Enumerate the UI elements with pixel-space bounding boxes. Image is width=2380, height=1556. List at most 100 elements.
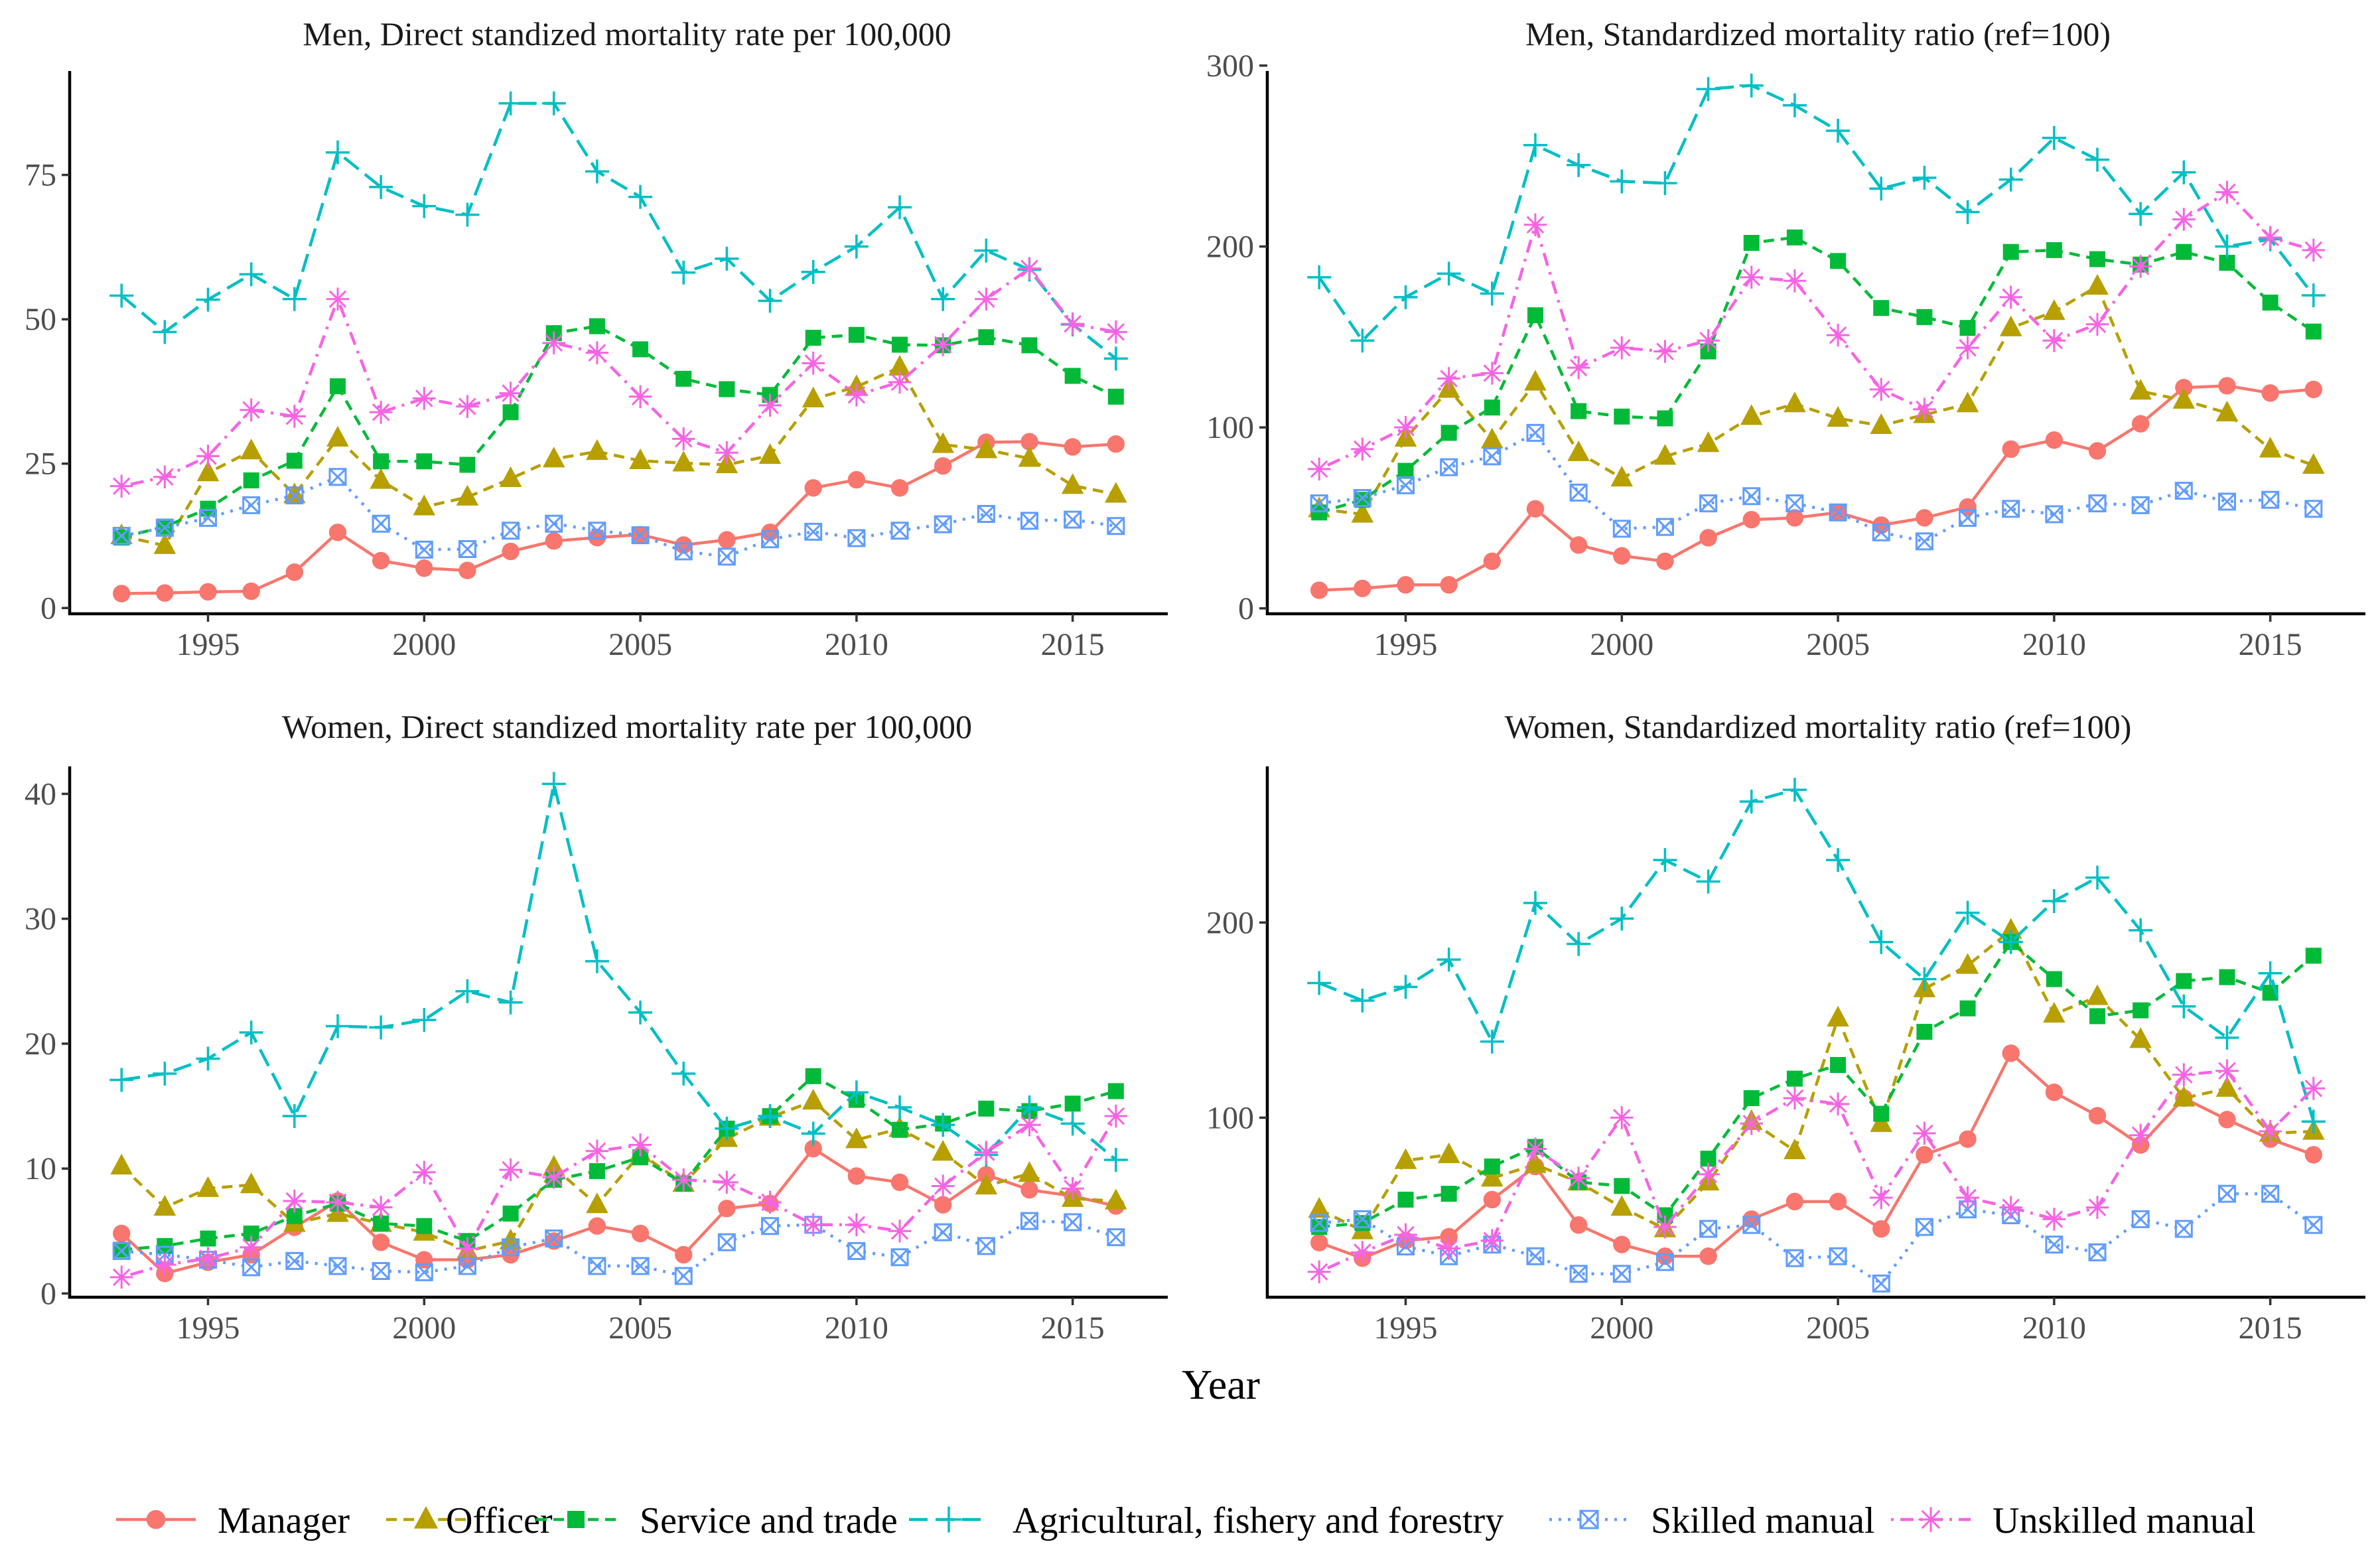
- series-officer: [1308, 918, 2325, 1239]
- series-officer: [1308, 273, 2325, 523]
- y-tick-label: 200: [1206, 229, 1254, 264]
- series-agricultural-fishery-and-forestry: [109, 91, 1128, 371]
- chart-panels: Men, Direct standized mortality rate per…: [25, 15, 2365, 1346]
- data-point: [1104, 320, 1128, 344]
- data-point: [282, 287, 307, 311]
- data-point: [541, 772, 566, 796]
- x-tick-label: 2015: [2239, 1310, 2302, 1346]
- data-point: [1311, 504, 1328, 521]
- data-point: [589, 318, 605, 334]
- series-skilled-manual: [112, 468, 1125, 566]
- data-point: [455, 202, 480, 227]
- x-tick-label: 2000: [392, 627, 456, 662]
- data-point: [1436, 261, 1461, 286]
- data-point: [2215, 400, 2239, 421]
- data-point: [1483, 1190, 1502, 1209]
- data-point: [890, 479, 909, 497]
- data-point: [717, 1233, 736, 1251]
- data-point: [2129, 1123, 2152, 1147]
- data-point: [1526, 1247, 1545, 1265]
- data-point: [1351, 437, 1374, 461]
- data-point: [758, 1190, 782, 1214]
- data-point: [2176, 244, 2192, 260]
- series-line: [1318, 431, 2314, 543]
- data-point: [2172, 208, 2196, 231]
- series-line: [121, 324, 1117, 539]
- data-point: [631, 1224, 650, 1243]
- data-point: [1916, 1146, 1933, 1164]
- x-tick-label: 2015: [1041, 1310, 1105, 1346]
- series-officer: [110, 1088, 1127, 1259]
- data-point: [1394, 1223, 1417, 1247]
- data-point: [715, 246, 739, 271]
- data-point: [1869, 930, 1894, 954]
- data-point: [1826, 323, 1850, 347]
- data-point: [1740, 265, 1764, 289]
- data-point: [586, 1192, 608, 1214]
- data-point: [2131, 415, 2150, 433]
- data-point: [239, 1020, 263, 1044]
- data-point: [239, 262, 263, 287]
- data-point: [112, 1224, 131, 1243]
- data-point: [1999, 315, 2022, 336]
- data-point: [1912, 165, 1937, 190]
- data-point: [1061, 1176, 1084, 1200]
- data-point: [2133, 1002, 2149, 1019]
- data-point: [2174, 1220, 2193, 1238]
- data-point: [2085, 1196, 2109, 1219]
- data-point: [1742, 1216, 1761, 1234]
- data-point: [2085, 313, 2109, 336]
- data-point: [1915, 532, 1933, 551]
- data-point: [109, 1265, 133, 1289]
- data-point: [802, 386, 825, 407]
- data-point: [1785, 509, 1804, 527]
- data-point: [2043, 299, 2065, 320]
- legend-item-manager: Manager: [116, 1500, 350, 1541]
- data-point: [326, 1190, 350, 1214]
- data-point: [2172, 388, 2196, 409]
- x-tick-label: 2015: [2239, 627, 2302, 662]
- data-point: [1829, 1247, 1847, 1265]
- data-point: [1830, 1057, 1847, 1073]
- data-point: [1656, 552, 1674, 571]
- data-point: [196, 287, 220, 312]
- data-point: [416, 453, 433, 470]
- y-tick-label: 100: [1206, 1100, 1254, 1135]
- x-tick-label: 2005: [1806, 627, 1870, 662]
- y-tick-label: 50: [25, 302, 56, 337]
- data-point: [845, 1213, 869, 1237]
- x-tick-label: 2010: [825, 627, 888, 662]
- data-point: [2262, 295, 2278, 311]
- data-point: [1610, 336, 1634, 360]
- data-point: [1699, 1220, 1718, 1238]
- data-point: [718, 1200, 736, 1218]
- series-unskilled-manual: [1307, 1059, 2326, 1284]
- legend-key-marker: [567, 1511, 585, 1528]
- data-point: [2215, 180, 2239, 204]
- data-point: [1830, 253, 1847, 269]
- data-point: [1614, 408, 1630, 425]
- y-tick-label: 0: [40, 1276, 56, 1311]
- data-point: [674, 542, 693, 561]
- data-point: [413, 494, 436, 516]
- data-point: [1436, 948, 1461, 972]
- data-point: [545, 1232, 563, 1250]
- data-point: [848, 326, 865, 343]
- data-point: [199, 509, 218, 528]
- data-point: [1397, 576, 1415, 594]
- legend-key-marker: [1579, 1510, 1599, 1529]
- data-point: [1916, 309, 1933, 325]
- data-point: [1393, 975, 1418, 999]
- axis-lines: [1265, 766, 2365, 1299]
- data-point: [1743, 235, 1760, 251]
- data-point: [1959, 320, 1976, 336]
- data-point: [1524, 370, 1547, 391]
- data-point: [1956, 336, 1979, 360]
- data-point: [369, 175, 393, 199]
- legend-label: Officer: [446, 1500, 553, 1541]
- data-point: [1310, 1234, 1328, 1251]
- data-point: [196, 1247, 220, 1270]
- data-point: [1064, 438, 1082, 456]
- data-point: [1524, 1152, 1547, 1173]
- data-point: [1697, 328, 1720, 352]
